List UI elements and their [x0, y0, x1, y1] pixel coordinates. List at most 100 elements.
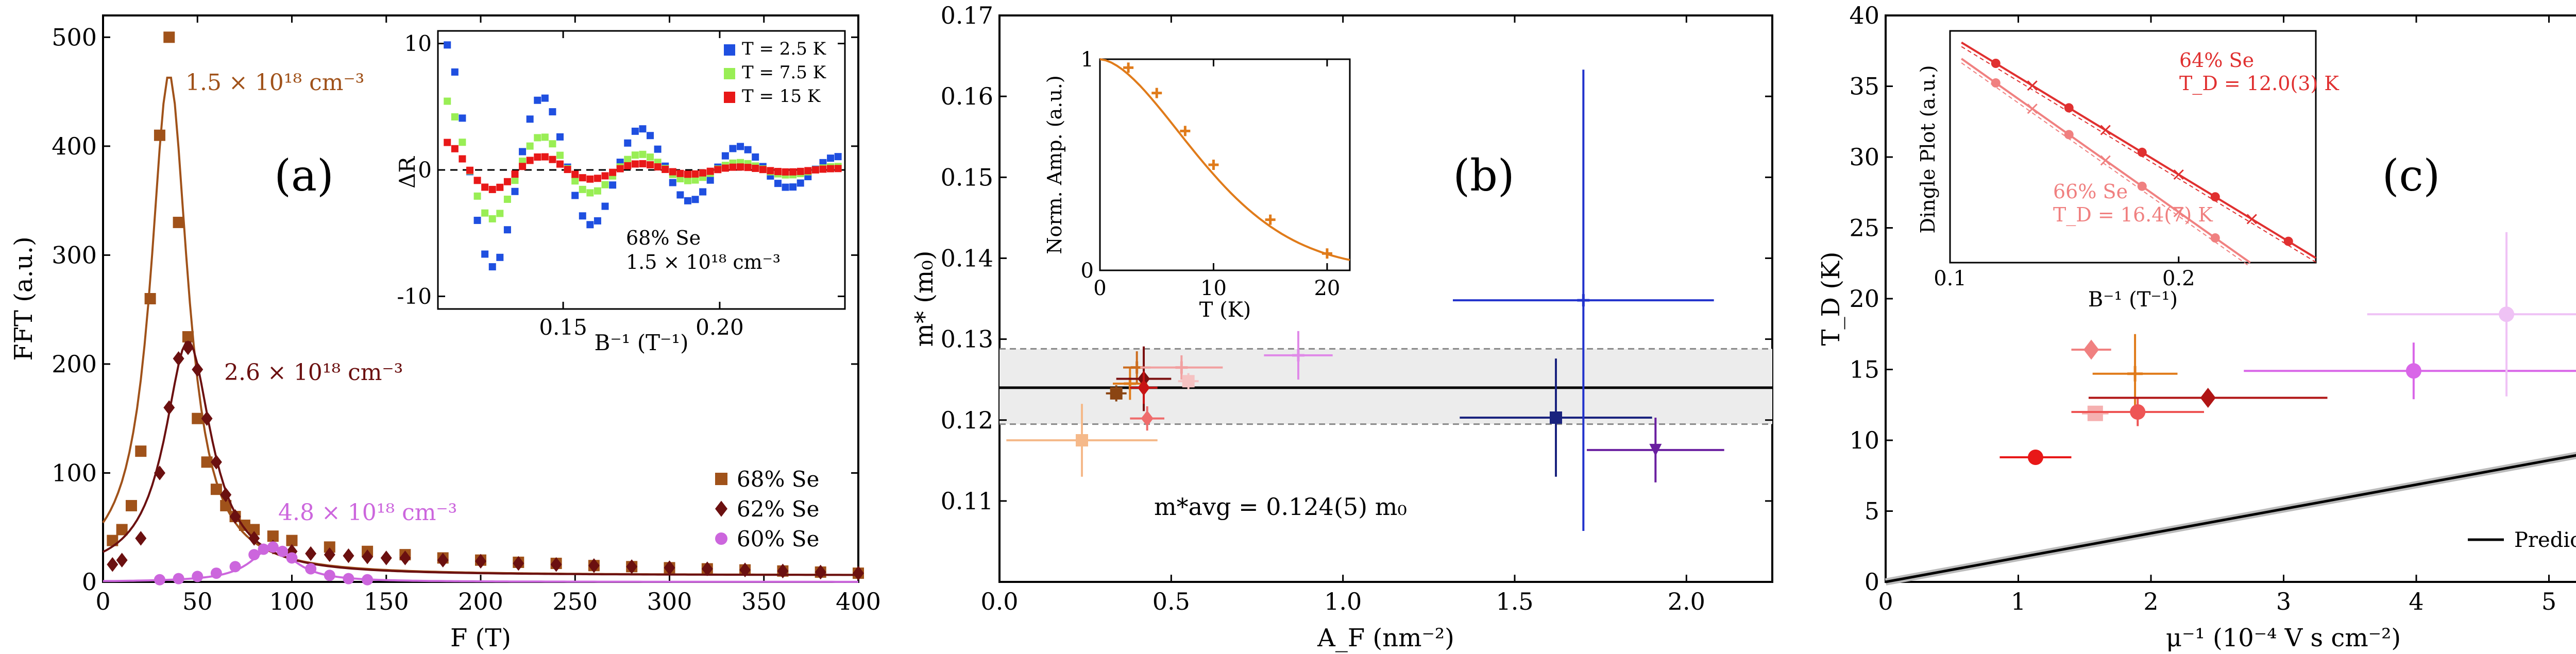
- panel-a-xtick-label-3: 150: [364, 588, 409, 615]
- series-1-point-30: [777, 563, 789, 579]
- series-2-point-1: [173, 573, 184, 584]
- inset-series-2-point: [594, 175, 601, 182]
- series-1-point-28: [701, 561, 713, 576]
- inset-series-0-point: [586, 221, 594, 229]
- inset-series-0-point: [796, 179, 804, 187]
- inset-series-1-point: [526, 142, 534, 150]
- panel-a-xtick-label-8: 400: [836, 588, 881, 615]
- panel-c-inset-xlabel: B⁻¹ (T⁻¹): [2088, 288, 2178, 312]
- series-2-point-7: [267, 541, 279, 553]
- inset-series-2-point: [579, 174, 586, 182]
- inset-series-2-point: [714, 166, 722, 174]
- inset-series-1-point: [631, 151, 639, 159]
- predicted-line: [1885, 454, 2576, 583]
- point-1: [1110, 387, 1123, 400]
- panel-a-inset: 0.15 0.20 -10 0 10 B⁻¹ (T⁻¹) ΔR 68% Se 1.5 ×…: [395, 30, 846, 355]
- inset-series-0-point: [721, 152, 729, 160]
- inset-series-2-point: [571, 170, 579, 178]
- inset-series-1-point: [556, 151, 564, 159]
- inset-series-0-point: [676, 191, 684, 199]
- panel-c-ytick-label-8: 40: [1849, 2, 1879, 29]
- series-2-point-5: [248, 549, 260, 561]
- point-0: [2027, 450, 2043, 465]
- inset-series-1-point: [594, 187, 601, 195]
- panel-c-ticks: 01234560510152025303540: [1849, 2, 2556, 615]
- panel-b-inset-ytick-label-1: 1: [1081, 48, 1094, 72]
- panel-a-inset-xtick-label-1: 0.20: [696, 315, 744, 340]
- panel-a-xtick-label-2: 100: [269, 588, 315, 615]
- inset-series-2-point: [662, 165, 669, 173]
- panel-a-inset-ytick-label-2: 10: [404, 31, 432, 56]
- series-1-fit-line: [103, 341, 858, 576]
- point-12: [1649, 443, 1662, 456]
- series-60-annotation: 4.8 × 10¹⁸ cm⁻³: [278, 500, 457, 526]
- inset-series-0-point: [549, 108, 556, 116]
- inset-series-1-point: [451, 113, 459, 121]
- inset-series-1-point: [503, 195, 511, 203]
- inset-series-0-point: [639, 125, 647, 133]
- panel-c-inset: 0.1 0.2 B⁻¹ (T⁻¹) Dingle Plot (a.u.) 64% …: [1917, 30, 2339, 312]
- series-1-point-9: [210, 455, 222, 470]
- panel-c-xtick-label-5: 5: [2541, 588, 2556, 615]
- series-2-point-0: [154, 574, 165, 586]
- inset-series-1-point: [473, 192, 481, 200]
- series-1-point-1: [116, 553, 128, 567]
- inset-series-2-point: [752, 164, 759, 172]
- series-2-point-13: [362, 574, 374, 586]
- series-0-point-1: [116, 524, 128, 536]
- inset-series-1-point: [571, 177, 579, 185]
- inset-0-point-6: [2210, 192, 2220, 202]
- inset-series-0-point: [789, 183, 797, 191]
- inset-series-2-point: [759, 166, 767, 174]
- inset-series-0-point: [744, 146, 752, 153]
- series-1-point-3: [154, 466, 165, 480]
- inset-series-2-point: [511, 170, 519, 178]
- panel-c-xtick-label-3: 3: [2276, 588, 2291, 615]
- series-2-point-12: [343, 573, 354, 584]
- panel-a-xtick-label-0: 0: [95, 588, 110, 615]
- series-2-point-8: [277, 545, 289, 557]
- inset-series-2-point: [654, 163, 662, 171]
- panel-b-xtick-label-4: 2.0: [1668, 588, 1705, 615]
- inset-series-0-point: [556, 133, 564, 141]
- series-1-point-26: [626, 559, 638, 574]
- inset-series-1-point: [639, 150, 647, 158]
- inset-series-1-point: [549, 140, 556, 148]
- series-2-point-2: [192, 571, 204, 582]
- panel-a-inset-xlabel: B⁻¹ (T⁻¹): [594, 330, 688, 355]
- inset-series-2-point: [473, 177, 481, 184]
- inset-series-2-point: [819, 165, 827, 173]
- series-2-point-10: [305, 563, 317, 575]
- inset-series-2-point: [767, 167, 774, 175]
- series-0-point-3: [135, 445, 147, 457]
- panel-a-inset-note-1: 68% Se: [626, 227, 701, 249]
- panel-c-xlabel: μ⁻¹ (10⁻⁴ V s cm⁻²): [2166, 624, 2401, 652]
- panel-b-inset-frame: [1099, 58, 1351, 271]
- inset-series-0-point: [519, 148, 527, 156]
- inset-1-cross-5: [2173, 206, 2184, 217]
- inset-series-2-point: [811, 166, 819, 174]
- panel-a-xtick-label-4: 200: [458, 588, 503, 615]
- series-0-point-5: [154, 129, 165, 141]
- inset-series-0-point: [473, 216, 481, 224]
- inset-series-0-point: [782, 183, 789, 191]
- series-0-point-15: [248, 524, 260, 536]
- panel-a-inset-series: [438, 41, 845, 271]
- legend-label-1: 62% Se: [737, 496, 819, 522]
- inset-series-2-point: [503, 178, 511, 185]
- inset-series-0-point: [684, 197, 691, 204]
- inset-series-2-point: [488, 185, 496, 193]
- inset-series-2-point: [526, 157, 534, 164]
- panel-a: 0 50 100 150 200 250 300 350 4000100200300400500…: [9, 14, 881, 652]
- inset-0-point-8: [2283, 236, 2293, 246]
- panel-b-inset-xtick-label-1: 10: [1200, 277, 1227, 300]
- inset-series-2-point: [639, 160, 647, 167]
- panel-a-label: (a): [274, 150, 334, 201]
- panel-c-inset-xtick-label-1: 0.2: [2162, 267, 2195, 290]
- panel-c-inset-series: [1961, 41, 2317, 267]
- inset-series-1-point: [586, 189, 594, 197]
- inset-legend-label-0: T = 2.5 K: [742, 39, 826, 59]
- predicted-band: [1885, 452, 2576, 586]
- panel-a-legend: 68% Se 62% Se 60% Se: [715, 467, 819, 552]
